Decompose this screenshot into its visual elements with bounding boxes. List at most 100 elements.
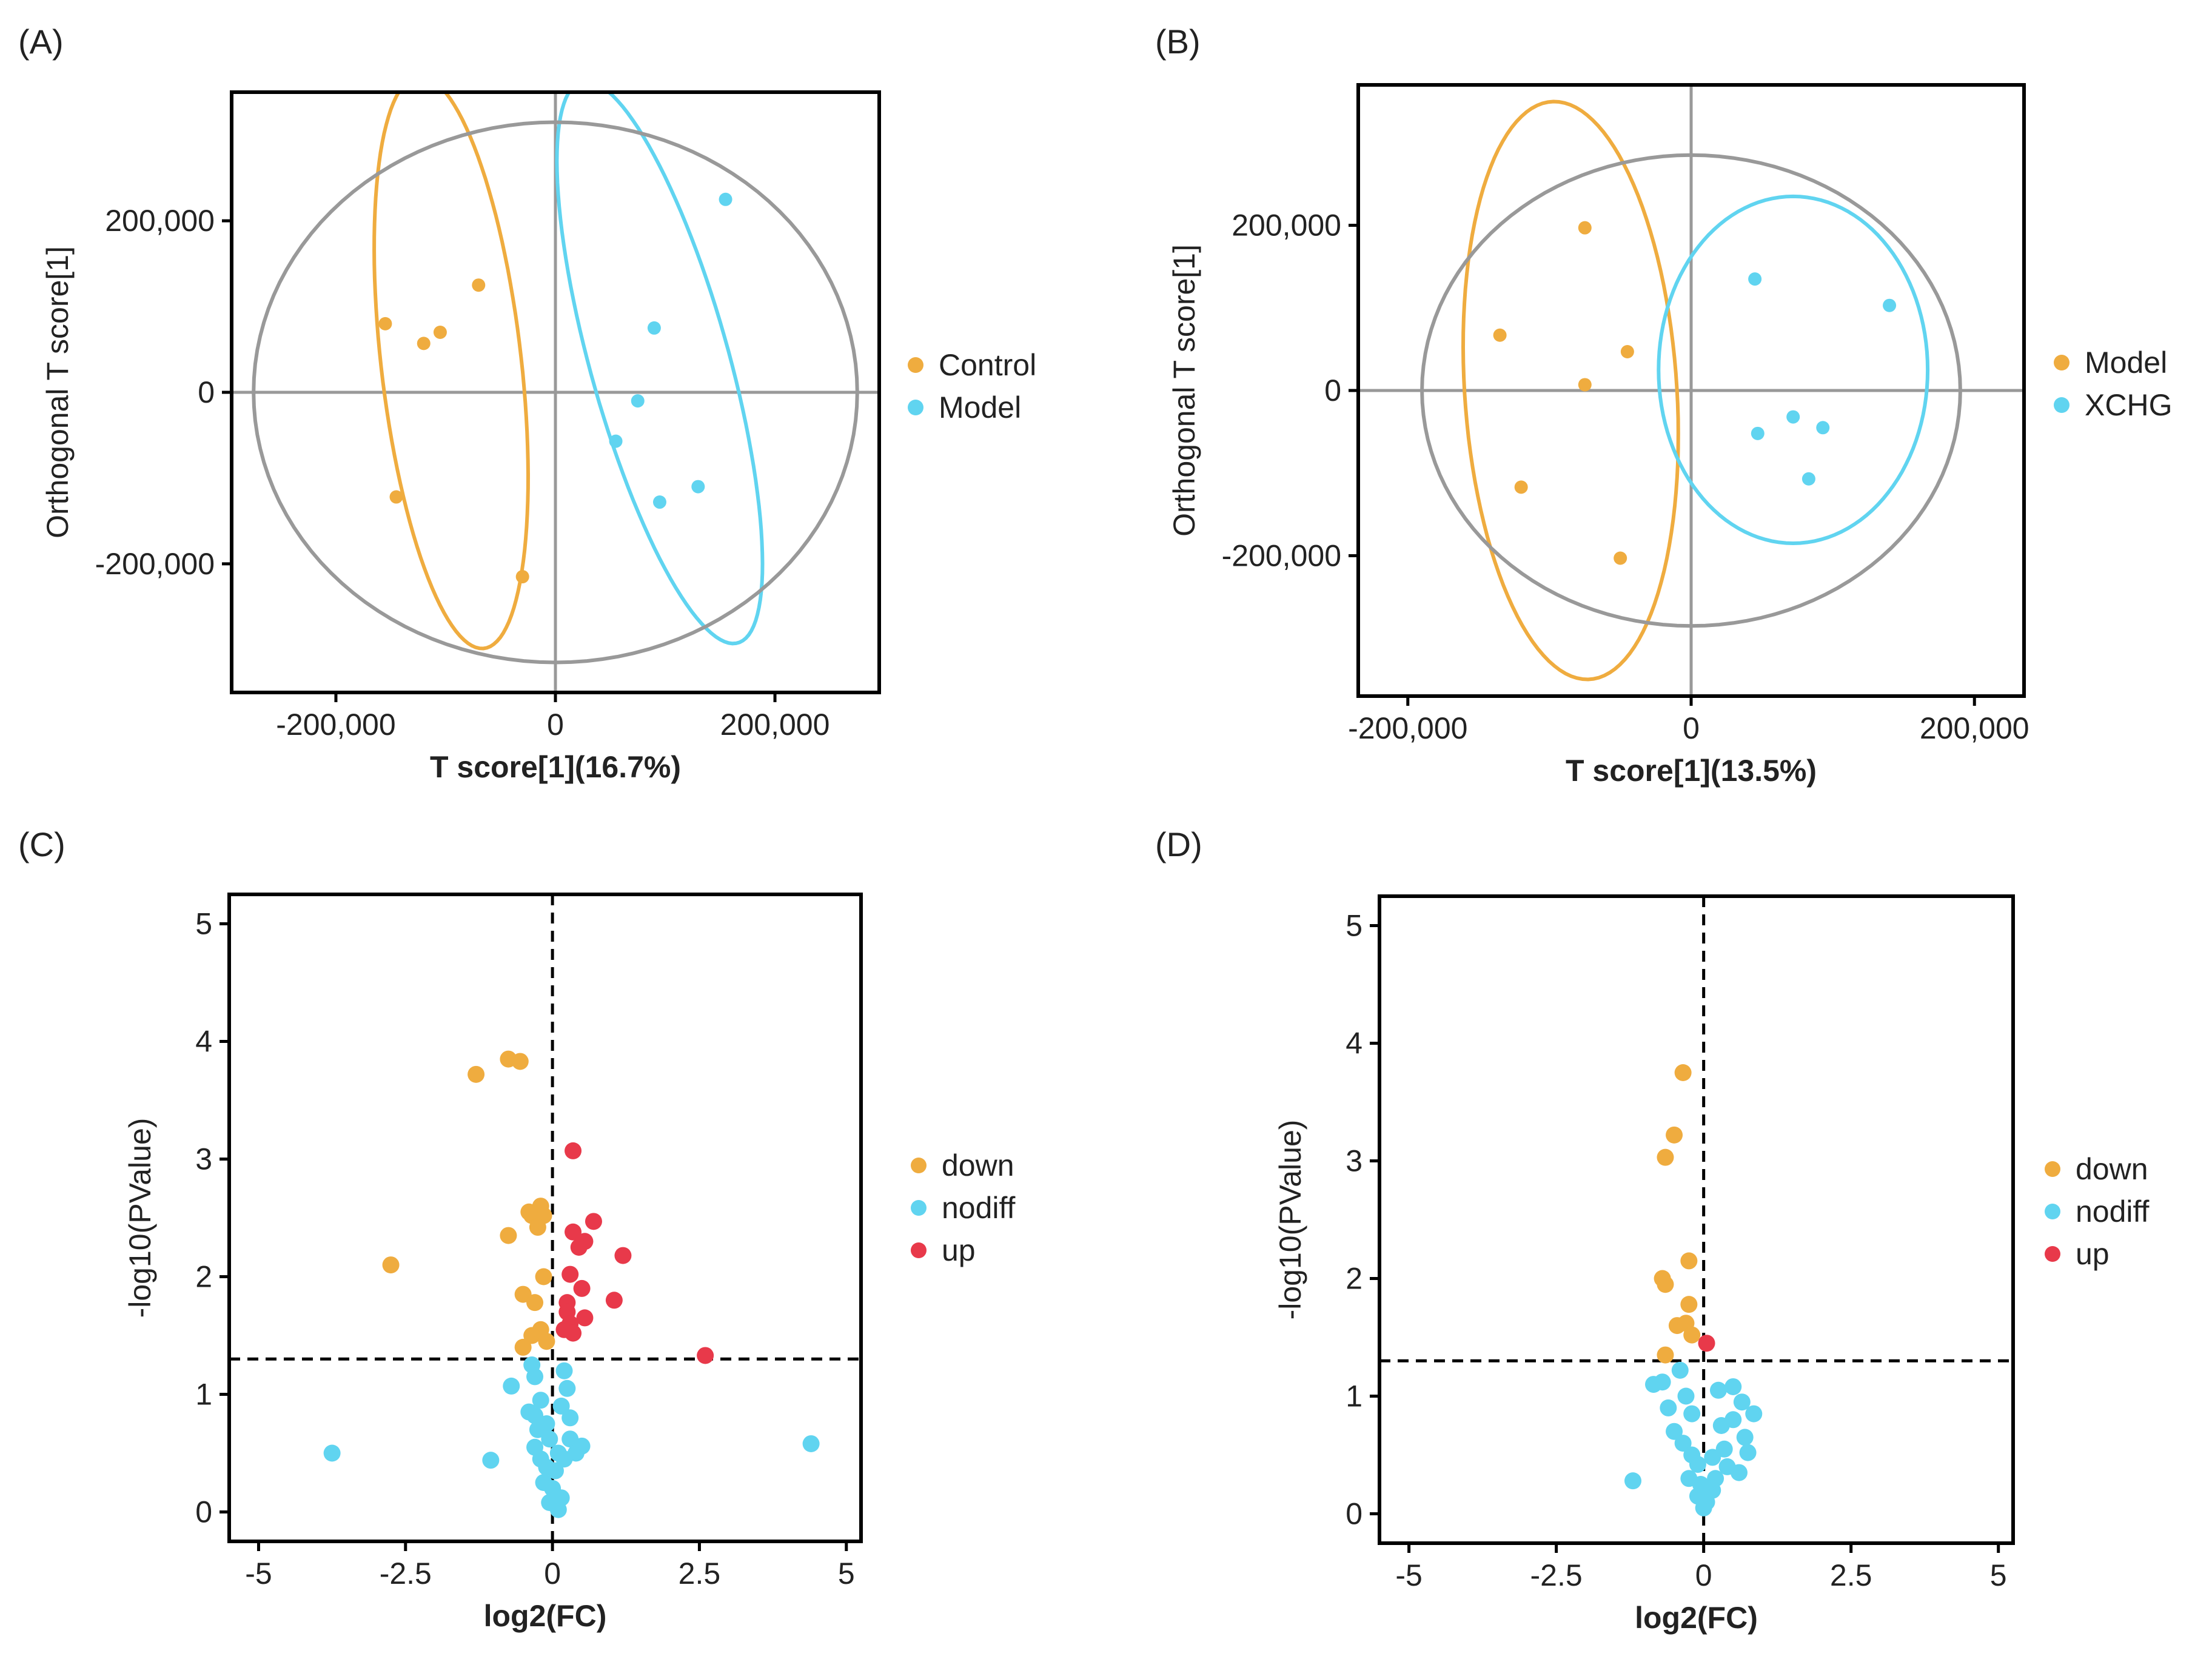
data-point-nodiff (558, 1379, 576, 1397)
confidence-ellipse-xchg (1657, 194, 1930, 546)
data-point-down (514, 1338, 532, 1356)
data-point-up (614, 1247, 632, 1264)
data-point-down (1657, 1346, 1674, 1364)
data-point-nodiff (1624, 1472, 1641, 1490)
chart-panel-2: (B) -200,000 0 200,000 -200,000 0 200,000 T sco… (1155, 22, 2172, 788)
data-point-xchg (1883, 298, 1897, 312)
data-point-up (697, 1347, 714, 1364)
data-point-control (417, 337, 431, 350)
chart-panel-3: (C) -5 -2.5 0 2.5 5 0 1 2 3 4 5 log2(FC) -log10(PValu… (18, 825, 1016, 1633)
x-tick-label: -200,000 (1348, 711, 1467, 745)
data-point-nodiff (1683, 1405, 1701, 1423)
data-point-nodiff (1689, 1456, 1706, 1473)
x-tick-label: 0 (544, 1557, 561, 1590)
data-point-model (1493, 328, 1507, 342)
data-point-up (576, 1309, 594, 1327)
legend-marker-nodiff (911, 1200, 927, 1216)
y-tick-label: 0 (198, 375, 215, 409)
data-point-down (535, 1268, 552, 1285)
x-tick-label: 5 (1990, 1558, 2007, 1592)
y-tick-label: 200,000 (105, 204, 215, 238)
data-point-nodiff (802, 1435, 820, 1452)
x-tick-label: -5 (1395, 1558, 1422, 1592)
data-point-nodiff (529, 1421, 546, 1438)
data-point-up (605, 1292, 623, 1309)
data-point-control (378, 317, 392, 330)
y-axis-label: Orthogonal T score[1] (41, 246, 75, 538)
y-tick-label: 2 (195, 1260, 212, 1294)
data-point-down (500, 1227, 517, 1244)
data-point-xchg (1748, 272, 1762, 286)
legend-label-nodiff: nodiff (2076, 1195, 2150, 1228)
data-point-model (719, 192, 732, 206)
data-point-nodiff (1674, 1435, 1692, 1452)
data-point-control (433, 326, 447, 339)
y-tick-label: -200,000 (95, 547, 215, 581)
confidence-ellipse-control (372, 92, 531, 651)
data-point-model (652, 495, 666, 509)
data-point-control (389, 490, 403, 504)
data-point-nodiff (555, 1450, 573, 1468)
y-tick-label: 1 (1346, 1379, 1362, 1413)
panel-label: (A) (18, 22, 64, 61)
x-tick-label: 0 (1695, 1558, 1712, 1592)
legend-label-model: Model (2085, 346, 2167, 380)
data-point-nodiff (503, 1377, 520, 1395)
data-point-nodiff (1733, 1393, 1751, 1411)
data-point-up (565, 1142, 582, 1159)
data-point-nodiff (323, 1444, 341, 1462)
legend-marker-model (908, 400, 923, 415)
legend-marker-down (911, 1158, 927, 1173)
data-point-xchg (1751, 426, 1765, 440)
panel-label: (D) (1155, 825, 1202, 863)
data-point-up (585, 1213, 602, 1230)
data-point-nodiff (1695, 1499, 1712, 1517)
data-point-nodiff (532, 1392, 549, 1409)
data-point-model (691, 480, 705, 494)
data-point-model (1514, 480, 1528, 494)
data-point-nodiff (549, 1501, 567, 1518)
y-axis-label: -log10(PValue) (123, 1118, 157, 1318)
data-point-nodiff (526, 1407, 544, 1424)
data-point-model (1614, 551, 1627, 565)
data-point-down (526, 1294, 544, 1312)
data-point-model (631, 394, 645, 408)
data-point-down (1680, 1252, 1698, 1270)
x-tick-label: 200,000 (720, 708, 830, 742)
x-tick-label: 5 (838, 1557, 855, 1590)
data-point-nodiff (1666, 1423, 1683, 1440)
plot-area (1379, 896, 2013, 1543)
data-point-down (1680, 1296, 1698, 1313)
y-tick-label: 1 (195, 1378, 212, 1412)
y-tick-label: 200,000 (1232, 209, 1341, 243)
x-tick-label: -5 (245, 1557, 272, 1590)
data-point-down (468, 1065, 485, 1083)
legend-marker-down (2045, 1161, 2060, 1177)
data-point-nodiff (552, 1397, 570, 1415)
data-point-nodiff (1671, 1361, 1689, 1379)
data-point-model (1578, 378, 1592, 392)
data-point-down (1683, 1326, 1701, 1344)
y-tick-label: 0 (195, 1495, 212, 1529)
data-point-model (1620, 344, 1634, 358)
data-point-nodiff (1724, 1378, 1742, 1395)
data-point-nodiff (526, 1368, 544, 1386)
y-tick-label: 4 (195, 1025, 212, 1059)
legend-marker-control (908, 357, 923, 373)
confidence-ellipse-model (1461, 99, 1680, 682)
data-point-nodiff (546, 1462, 564, 1480)
hotelling-ellipse (252, 120, 859, 665)
x-tick-label: 2.5 (679, 1557, 721, 1590)
x-tick-label: 2.5 (1830, 1558, 1872, 1592)
legend-label-xchg: XCHG (2085, 388, 2172, 422)
data-point-nodiff (482, 1452, 500, 1469)
x-tick-label: -2.5 (380, 1557, 432, 1590)
data-point-nodiff (1730, 1464, 1748, 1481)
data-point-down (1657, 1276, 1674, 1293)
data-point-up (1698, 1335, 1715, 1352)
data-point-nodiff (1745, 1405, 1763, 1423)
data-point-xchg (1816, 421, 1830, 435)
data-point-down (1657, 1148, 1674, 1166)
panel-label: (B) (1155, 22, 1201, 61)
